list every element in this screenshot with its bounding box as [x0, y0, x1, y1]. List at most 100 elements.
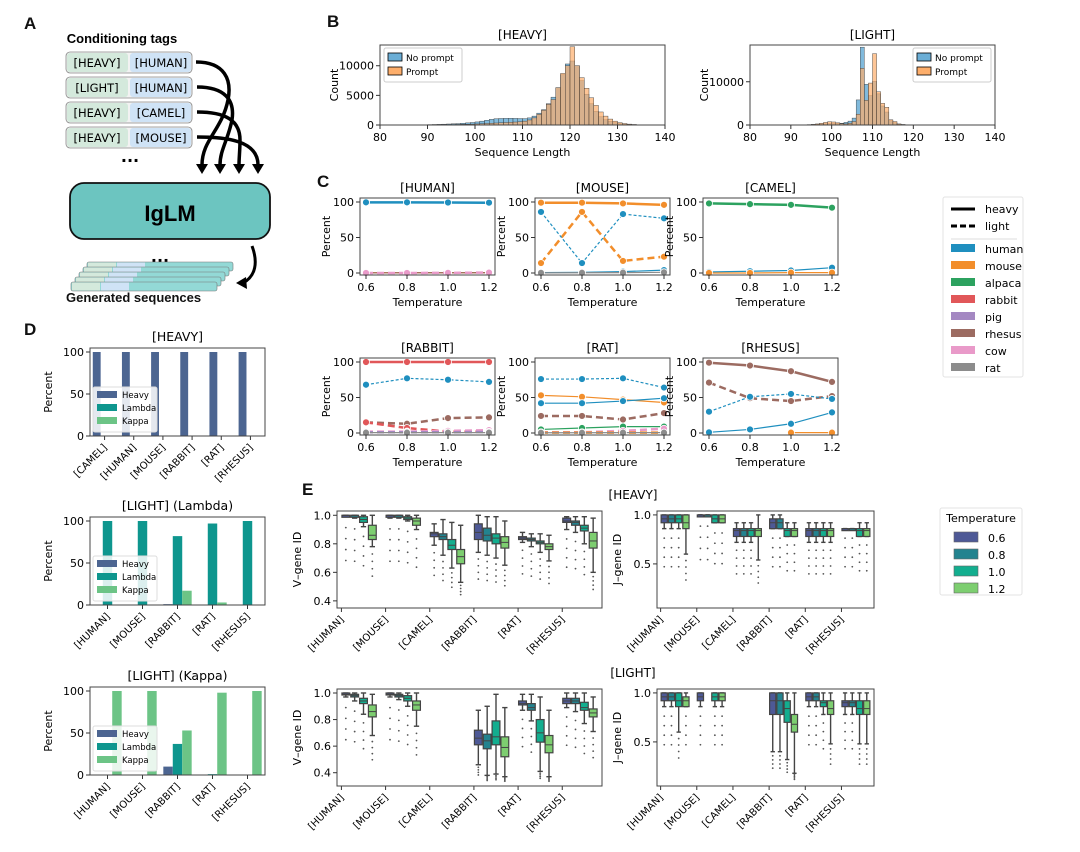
outlier-point [565, 725, 568, 728]
legend-label: 1.2 [988, 583, 1006, 596]
outlier-point [450, 571, 453, 574]
x-tick-label: [HUMAN] [626, 614, 666, 654]
outlier-point [389, 560, 391, 563]
box-0.6 [805, 522, 813, 575]
box-1.2 [544, 709, 554, 783]
y-axis-label: Percent [42, 540, 55, 582]
histogram-bar [598, 111, 604, 126]
outlier-point [583, 752, 586, 755]
x-tick-label: [HUMAN] [626, 792, 666, 832]
x-tick-label: 1.2 [655, 441, 673, 454]
outlier-point [477, 774, 480, 776]
data-point [444, 358, 452, 366]
outlier-point [539, 578, 542, 580]
box-0.8 [667, 692, 676, 746]
x-tick-label: 140 [985, 131, 1006, 144]
plot-frame [702, 197, 839, 276]
data-point [828, 395, 836, 403]
x-tick-label: [HUMAN] [307, 792, 347, 832]
x-tick-label: 130 [944, 131, 965, 144]
box-body [826, 700, 835, 716]
legend-label: Prompt [935, 68, 968, 78]
box-body [674, 692, 683, 708]
data-point [619, 257, 627, 265]
outlier-point [779, 767, 781, 770]
subplot-rabbit: [RABBIT] 0 50 100 0.6 0.8 1.0 1.2 Temperature Per… [320, 341, 498, 469]
chart-legend: No prompt Prompt [383, 47, 463, 83]
tag-row: [HEAVY] [MOUSE] [65, 126, 193, 149]
outlier-point [793, 775, 796, 778]
chain-legend: Heavy Lambda Kappa [92, 725, 158, 772]
box-0.8 [667, 514, 676, 568]
box-body [544, 734, 554, 754]
outlier-point [721, 734, 723, 737]
outlier-point [539, 772, 542, 775]
data-point [362, 358, 370, 366]
outlier-point [844, 556, 846, 559]
y-tick-label: 1.0 [634, 687, 652, 700]
outlier-point [353, 560, 356, 563]
outlier-point [362, 545, 365, 548]
outlier-point [721, 542, 723, 545]
box-body [682, 696, 690, 708]
box-1.2 [718, 692, 726, 746]
tag-row: [HEAVY] [CAMEL] [65, 101, 193, 124]
outlier-point [539, 564, 542, 567]
outlier-point [583, 558, 586, 561]
outlier-point [521, 736, 524, 739]
outlier-point [565, 538, 568, 540]
outlier-point [677, 546, 680, 549]
histogram-bar [522, 120, 528, 126]
outlier-point [858, 763, 861, 765]
outlier-point [670, 537, 673, 540]
conditioning-tags-heading: Conditioning tags [67, 31, 177, 46]
box-0.8 [526, 693, 536, 754]
line-human-light [540, 211, 665, 265]
y-tick-label: 50 [683, 392, 697, 405]
chain-type-bar-charts: [HEAVY][CAMEL][HUMAN][MOUSE][RABBIT] [RAT… [42, 329, 266, 823]
outlier-point [574, 567, 577, 570]
y-tick-label: 100 [63, 685, 84, 698]
outlier-point [583, 745, 586, 747]
chain-tag: [HEAVY] [74, 131, 121, 145]
tag-row: [HEAVY] [HUMAN] [65, 51, 193, 74]
y-tick-label: 0 [77, 430, 84, 443]
box-0.6 [473, 709, 483, 776]
chain-tag-bg [67, 53, 128, 72]
y-tick-label: 1.0 [634, 509, 652, 522]
box-body [855, 528, 864, 538]
subplot-heavy: [HEAVY][CAMEL][HUMAN][MOUSE][RABBIT] [RAT… [42, 329, 266, 484]
y-tick-label: 50 [340, 392, 354, 405]
data-point [578, 198, 586, 207]
outlier-point [592, 579, 595, 582]
data-point [828, 377, 836, 386]
legend-label: No prompt [935, 54, 983, 64]
bar-kappa [217, 602, 227, 605]
x-tick-label: [HUMAN] [307, 614, 347, 654]
legend-swatch [387, 66, 403, 76]
box-1.0 [747, 522, 755, 575]
outlier-point [521, 557, 524, 560]
data-point [705, 358, 713, 367]
x-tick-label: [RABBIT] [144, 781, 183, 820]
outlier-point [362, 747, 365, 750]
histogram-heavy: [HEAVY] 0 5000 10000 80 90 100 110 120 130 140 Sequ… [328, 28, 676, 159]
outlier-point [397, 709, 400, 711]
x-tick-label: 0.6 [357, 441, 375, 454]
outlier-point [406, 743, 409, 746]
histogram-bar [880, 103, 885, 126]
y-tick-label: 10000 [339, 60, 374, 73]
outlier-point [565, 547, 568, 550]
box-0.6 [429, 523, 439, 577]
iglm-model-label: IgLM [144, 201, 195, 226]
y-axis-label: Percent [663, 375, 676, 417]
row-title: [HEAVY] [609, 488, 658, 502]
outlier-point [495, 581, 497, 583]
box-1.2 [367, 514, 377, 578]
box-body [863, 700, 871, 716]
data-point [403, 374, 411, 383]
x-tick-label: 0.8 [398, 281, 416, 294]
outlier-point [815, 557, 818, 560]
data-point [578, 399, 586, 408]
data-point [485, 198, 493, 207]
